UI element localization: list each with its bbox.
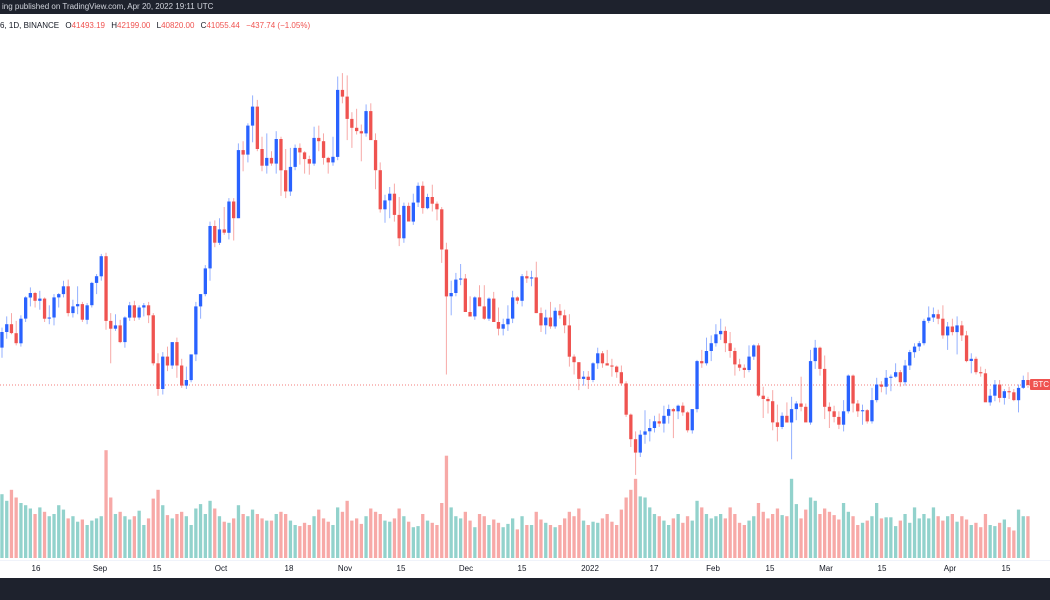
high-value: 42199.00 <box>117 21 151 30</box>
symbol-label: 6, 1D, BINANCE <box>0 21 60 30</box>
time-axis-tick: Feb <box>706 564 720 573</box>
time-axis-tick: Oct <box>214 564 228 573</box>
time-axis-tick: Mar <box>819 564 833 573</box>
close-label: C <box>200 21 207 30</box>
time-axis-tick: 15 <box>396 564 406 573</box>
time-axis-tick: 15 <box>517 564 527 573</box>
time-axis-tick: 15 <box>877 564 887 573</box>
volume-bars <box>0 450 1030 558</box>
low-value: 40820.00 <box>161 21 195 30</box>
open-label: O <box>65 21 72 30</box>
time-axis-tick: 15 <box>765 564 775 573</box>
publish-info-text: ing published on TradingView.com, Apr 20… <box>2 2 214 11</box>
time-axis-tick: 18 <box>284 564 294 573</box>
current-price-tag: BTC <box>1030 379 1050 390</box>
time-axis-tick: Nov <box>337 564 353 573</box>
candlestick-chart[interactable] <box>0 14 1050 560</box>
price-tag-label: BTC <box>1033 380 1049 389</box>
time-axis-tick: 16 <box>31 564 41 573</box>
ohlc-legend: 6, 1D, BINANCE O41493.19 H42199.00 L4082… <box>0 20 310 32</box>
low-label: L <box>156 21 162 30</box>
time-axis-tick: Apr <box>943 564 957 573</box>
time-axis-tick: 2022 <box>581 564 599 573</box>
change-value: −437.74 (−1.05%) <box>246 21 311 30</box>
footer-bar <box>0 578 1050 600</box>
publish-header-bar: ing published on TradingView.com, Apr 20… <box>0 0 1050 14</box>
time-axis-tick: 15 <box>1001 564 1011 573</box>
time-axis-tick: 15 <box>152 564 162 573</box>
close-value: 41055.44 <box>206 21 240 30</box>
high-label: H <box>111 21 117 30</box>
open-value: 41493.19 <box>71 21 105 30</box>
candles <box>0 73 1030 475</box>
time-axis-tick: Dec <box>458 564 474 573</box>
time-axis-tick: Sep <box>92 564 108 573</box>
time-axis-tick: 17 <box>649 564 659 573</box>
time-axis[interactable]: 16 Sep 15 Oct 18 Nov 15 Dec 15 2022 17 Feb 15 Mar 15 Ap… <box>0 560 1050 581</box>
